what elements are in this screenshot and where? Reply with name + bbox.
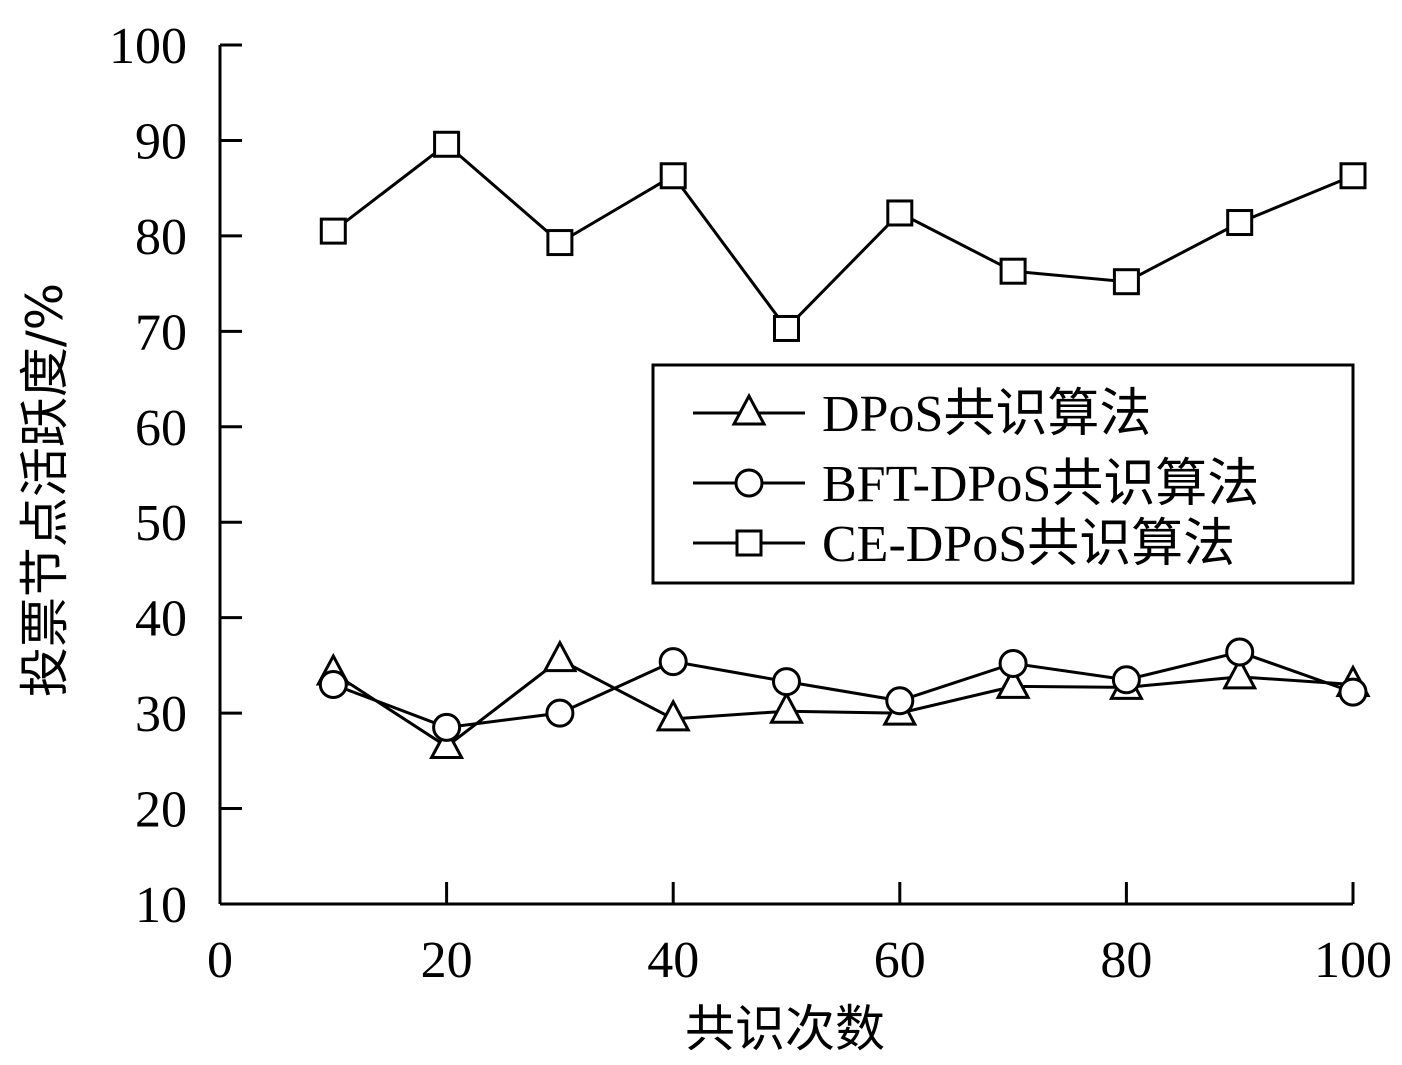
data-point-square <box>433 130 461 158</box>
data-point-triangle <box>542 639 578 673</box>
data-point-triangle <box>768 691 805 724</box>
data-point-square <box>319 217 347 245</box>
tick-marks <box>218 43 1355 906</box>
series-circle <box>318 637 1368 742</box>
data-point-square <box>1226 209 1254 237</box>
data-point-circle <box>318 669 348 699</box>
x-tick-label: 40 <box>647 932 699 989</box>
axes <box>218 45 1353 906</box>
data-point-circle <box>1225 637 1255 667</box>
data-point-square <box>1112 268 1140 296</box>
data-point-square <box>546 229 574 257</box>
x-tick-label: 0 <box>207 932 233 989</box>
legend-marker-triangle <box>731 392 767 426</box>
data-point-circle <box>658 647 688 677</box>
legend-label: BFT-DPoS共识算法 <box>822 456 1259 513</box>
data-point-circle <box>1111 665 1141 695</box>
y-tick-label: 20 <box>135 782 187 839</box>
legend-marker-square <box>735 529 763 557</box>
legend-item: BFT-DPoS共识算法 <box>693 456 1259 513</box>
y-tick-label: 60 <box>135 400 187 457</box>
x-tick-label: 80 <box>1100 932 1152 989</box>
series-line <box>332 650 1354 729</box>
data-point-circle <box>545 698 575 728</box>
series-line <box>332 657 1354 749</box>
y-tick-label: 50 <box>135 495 187 552</box>
tick-labels: 10 20 30 40 50 60 70 80 90 100 0 20 40 60 80 100 <box>109 18 1392 989</box>
data-point-square <box>999 257 1027 285</box>
data-point-triangle <box>995 666 1031 699</box>
series-square <box>319 130 1367 342</box>
legend-marker-circle <box>734 468 764 498</box>
x-tick-label: 20 <box>421 932 473 989</box>
y-tick-label: 80 <box>135 209 187 266</box>
data-point-square <box>659 162 687 190</box>
data-point-triangle <box>429 726 465 760</box>
data-point-square <box>886 199 914 227</box>
y-tick-label: 100 <box>109 18 187 75</box>
data-point-circle <box>772 667 801 697</box>
y-tick-label: 40 <box>135 591 187 648</box>
data-point-circle <box>998 648 1028 678</box>
series-layer <box>315 130 1371 760</box>
series-triangle <box>315 639 1371 760</box>
x-tick-label: 60 <box>874 932 926 989</box>
series-line <box>332 142 1354 331</box>
data-point-circle <box>432 712 462 742</box>
y-tick-label: 90 <box>135 113 187 170</box>
x-tick-label: 100 <box>1314 932 1392 989</box>
legend-item: DPoS共识算法 <box>693 386 1151 443</box>
data-point-triangle <box>655 698 691 732</box>
x-axis-title: 共识次数 <box>685 1000 885 1058</box>
y-tick-label: 30 <box>135 686 187 743</box>
legend-label: CE-DPoS共识算法 <box>822 516 1235 573</box>
legend-box <box>651 363 1355 585</box>
y-tick-label: 70 <box>135 304 187 361</box>
legend-item: CE-DPoS共识算法 <box>693 516 1235 573</box>
y-tick-label: 10 <box>135 877 187 934</box>
data-point-circle <box>1338 677 1368 707</box>
y-axis-title: 投票节点活跃度/% <box>16 283 74 697</box>
data-point-triangle <box>1222 656 1258 690</box>
legend-label: DPoS共识算法 <box>822 386 1151 443</box>
data-point-square <box>1339 162 1367 190</box>
data-point-square <box>773 314 800 342</box>
data-point-circle <box>885 686 915 716</box>
